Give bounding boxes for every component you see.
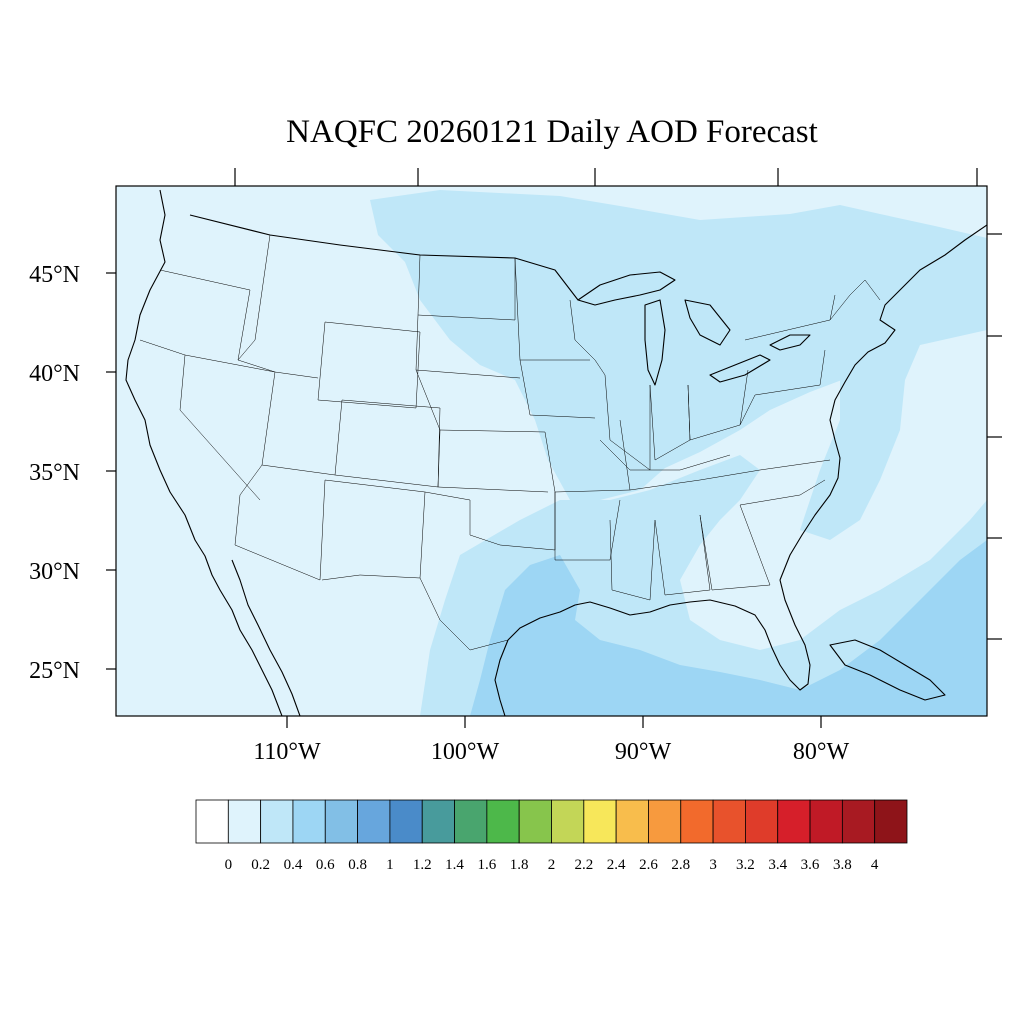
lat-label: 45°N	[29, 262, 80, 288]
colorbar-swatch	[874, 799, 908, 844]
colorbar	[195, 799, 908, 844]
colorbar-tick-label: 0.2	[251, 857, 270, 873]
colorbar-tick-label: 1.6	[477, 857, 496, 873]
colorbar-swatch	[518, 799, 552, 844]
colorbar-swatch	[292, 799, 326, 844]
colorbar-tick-label: 2	[548, 857, 556, 873]
lat-label: 30°N	[29, 559, 80, 585]
lon-label: 100°W	[431, 739, 500, 765]
colorbar-labels: 0 0.2 0.4 0.6 0.8 1 1.2 1.4 1.6 1.8 2 2.2 2.4 2.6 2.8 3…	[225, 857, 879, 873]
latitude-labels: 45°N 40°N 35°N 30°N 25°N	[29, 262, 80, 684]
colorbar-swatch	[260, 799, 294, 844]
colorbar-swatch	[841, 799, 876, 844]
colorbar-tick-label: 1.4	[445, 857, 464, 873]
colorbar-tick-label: 3.6	[801, 857, 820, 873]
aod-band-0.4-north	[370, 190, 987, 500]
coastlines	[125, 189, 987, 716]
colorbar-tick-label: 2.2	[574, 857, 593, 873]
lon-label: 90°W	[615, 739, 672, 765]
colorbar-tick-label: 3.8	[833, 857, 852, 873]
colorbar-swatch	[324, 799, 358, 844]
cuba-coastline	[829, 639, 946, 701]
colorbar-tick-label: 0	[225, 857, 233, 873]
axis-ticks	[106, 168, 1002, 728]
colorbar-swatch	[712, 799, 746, 844]
colorbar-tick-label: 0.6	[316, 857, 335, 873]
colorbar-tick-label: 1.2	[413, 857, 432, 873]
lake-erie	[709, 354, 771, 383]
map-title: NAQFC 20260121 Daily AOD Forecast	[286, 114, 818, 150]
mexico-gulf-coastline	[494, 639, 509, 716]
lon-label: 110°W	[253, 739, 321, 765]
colorbar-swatch	[777, 799, 811, 844]
colorbar-tick-label: 2.8	[671, 857, 690, 873]
colorbar-swatch	[389, 799, 423, 844]
lake-ontario	[769, 334, 811, 351]
us-gulf-coastline	[507, 579, 811, 691]
colorbar-tick-label: 1.8	[510, 857, 529, 873]
longitude-labels: 110°W 100°W 90°W 80°W	[253, 739, 849, 765]
aod-contours	[370, 190, 987, 716]
colorbar-swatch	[745, 799, 779, 844]
aod-band-0.6-gulf	[470, 540, 987, 716]
colorbar-tick-label: 0.4	[284, 857, 303, 873]
pacific-coastline	[125, 189, 283, 716]
state-boundaries	[139, 234, 881, 651]
lon-label: 80°W	[793, 739, 850, 765]
colorbar-tick-label: 4	[871, 857, 879, 873]
atlantic-coastline	[779, 224, 987, 581]
colorbar-swatch	[809, 799, 843, 844]
aod-band-0.6-atlantic	[940, 550, 987, 660]
lat-label: 35°N	[29, 460, 80, 486]
colorbar-tick-label: 2.6	[639, 857, 658, 873]
lat-label: 25°N	[29, 658, 80, 684]
colorbar-swatch	[195, 799, 229, 844]
colorbar-swatch	[615, 799, 649, 844]
lake-michigan	[644, 299, 666, 386]
colorbar-swatch	[486, 799, 520, 844]
baja-coastline	[231, 559, 301, 716]
colorbar-tick-label: 3	[709, 857, 717, 873]
colorbar-swatch	[421, 799, 455, 844]
map-panel	[115, 185, 988, 717]
colorbar-swatch	[357, 799, 391, 844]
colorbar-tick-label: 0.8	[348, 857, 367, 873]
lake-huron	[684, 299, 731, 346]
colorbar-swatch	[454, 799, 488, 844]
lake-superior	[577, 271, 676, 306]
colorbar-swatch	[551, 799, 585, 844]
map-frame	[115, 185, 988, 717]
colorbar-swatch	[583, 799, 617, 844]
colorbar-tick-label: 2.4	[607, 857, 626, 873]
aod-band-0.4-atlantic	[800, 328, 920, 540]
colorbar-swatch	[648, 799, 682, 844]
colorbar-tick-label: 3.4	[768, 857, 787, 873]
lat-label: 40°N	[29, 361, 80, 387]
colorbar-tick-label: 3.2	[736, 857, 755, 873]
colorbar-swatch	[227, 799, 262, 844]
colorbar-swatch	[680, 799, 714, 844]
colorbar-tick-label: 1	[386, 857, 394, 873]
